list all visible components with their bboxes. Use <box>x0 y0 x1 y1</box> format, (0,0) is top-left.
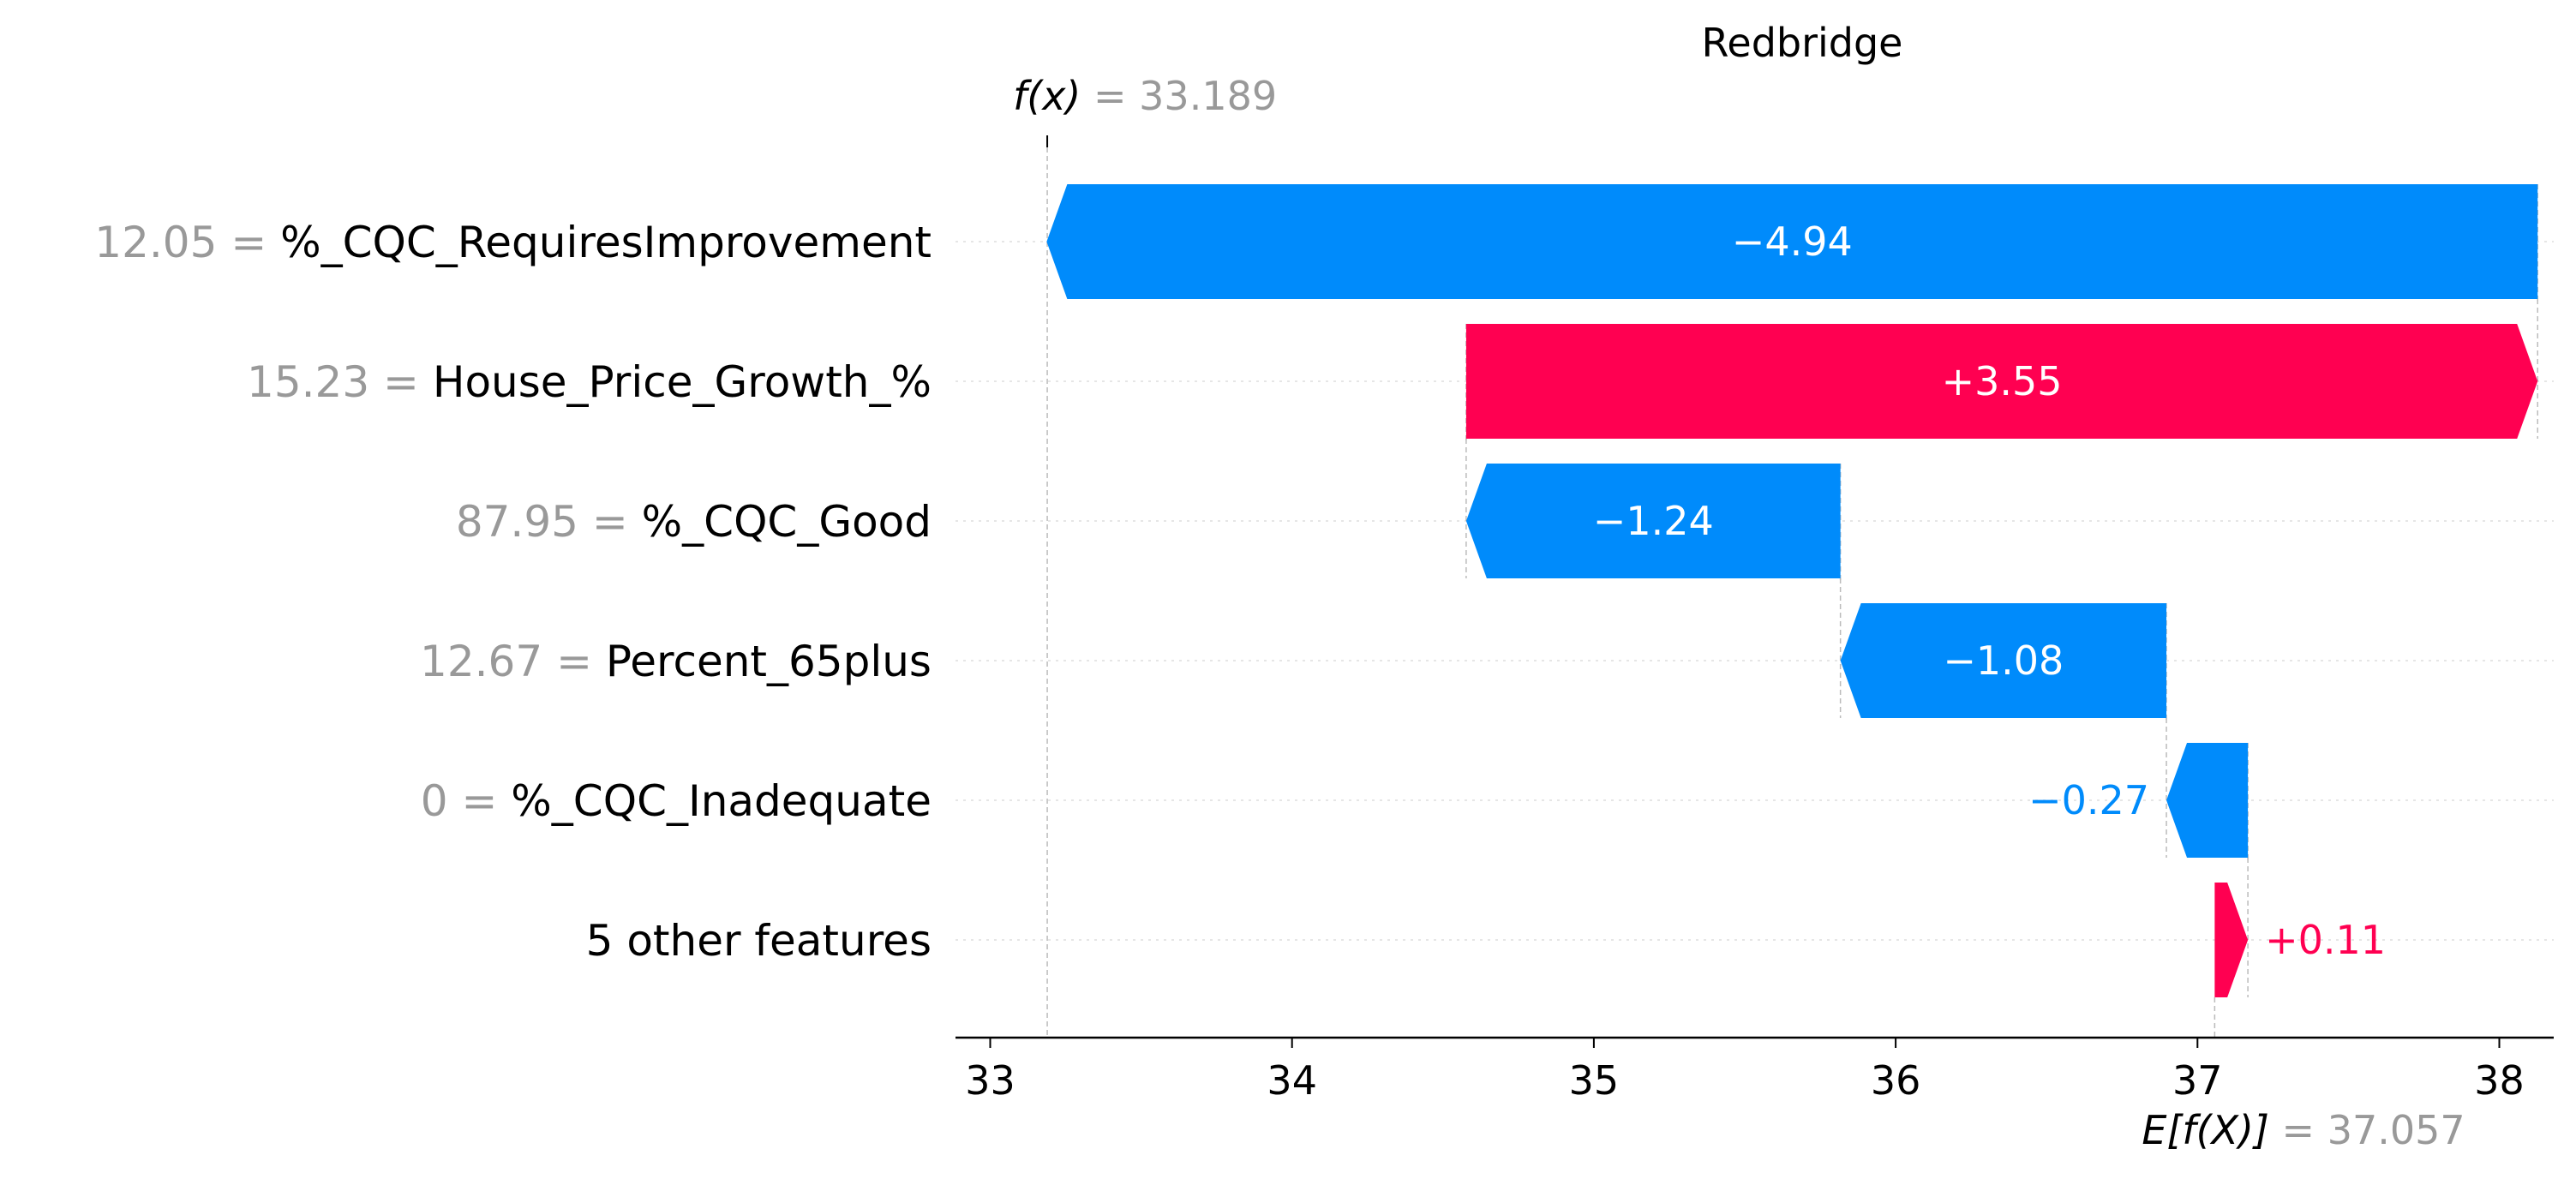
x-tick-label-37: 37 <box>2172 1057 2223 1104</box>
feature-label-2: 87.95 = %_CQC_Good <box>456 497 932 547</box>
expected-value-label: E[f(X)] = 37.057 <box>2142 1107 2465 1153</box>
x-tick-label-38: 38 <box>2474 1057 2525 1104</box>
f-x-label: f(x) = 33.189 <box>1013 73 1277 119</box>
bar-value-label-3: −1.08 <box>1943 637 2064 684</box>
feature-name: %_CQC_Good <box>642 497 932 547</box>
f-x-symbol: f(x) <box>1013 73 1081 119</box>
feature-value: 0 = <box>421 776 512 826</box>
feature-label-0: 12.05 = %_CQC_RequiresImprovement <box>94 218 932 267</box>
feature-name: %_CQC_Inadequate <box>511 776 932 826</box>
bar-4 <box>2166 743 2249 858</box>
x-tick-label-34: 34 <box>1267 1057 1317 1104</box>
bar-1 <box>1465 324 2538 439</box>
x-tick-label-35: 35 <box>1569 1057 1620 1104</box>
bar-value-label-2: −1.24 <box>1593 498 1714 544</box>
expected-value-number: = 37.057 <box>2269 1107 2465 1153</box>
bar-2 <box>1465 464 1841 578</box>
bar-value-label-1: +3.55 <box>1942 358 2063 404</box>
feature-name: %_CQC_RequiresImprovement <box>280 218 932 267</box>
bar-3 <box>1840 603 2167 718</box>
bar-0 <box>1046 184 2538 299</box>
feature-value: 87.95 = <box>456 497 642 547</box>
feature-value: 12.67 = <box>420 637 606 686</box>
feature-value: 15.23 = <box>247 357 433 407</box>
x-tick-label-36: 36 <box>1871 1057 1921 1104</box>
f-x-value: = 33.189 <box>1081 73 1277 119</box>
f-x-annotation: f(x) = 33.189 <box>1013 73 1277 147</box>
feature-value: 12.05 = <box>94 218 280 267</box>
feature-labels: 12.05 = %_CQC_RequiresImprovement 15.23 =… <box>94 218 932 966</box>
feature-label-3: 12.67 = Percent_65plus <box>420 637 932 686</box>
x-axis: 33 34 35 36 37 38 <box>956 1036 2554 1104</box>
feature-name: Percent_65plus <box>606 637 932 686</box>
bar-value-label-4: −0.27 <box>2028 777 2149 823</box>
feature-label-1: 15.23 = House_Price_Growth_% <box>247 357 932 407</box>
chart-title: Redbridge <box>1702 20 1903 66</box>
x-tick-label-33: 33 <box>965 1057 1015 1104</box>
expected-value-symbol: E[f(X)] <box>2142 1107 2269 1153</box>
expected-value-annotation: E[f(X)] = 37.057 <box>2142 1107 2465 1153</box>
feature-label-4: 0 = %_CQC_Inadequate <box>421 776 932 826</box>
feature-name: 5 other features <box>586 916 932 966</box>
bar-value-label-0: −4.94 <box>1732 218 1853 265</box>
bar-5 <box>2214 883 2249 997</box>
feature-label-5: 5 other features <box>586 916 932 966</box>
feature-name: House_Price_Growth_% <box>433 357 932 407</box>
bar-layer: −4.94 +3.55 −1.24 −1.08 −0.27 +0.11 <box>1046 184 2538 997</box>
bar-value-label-5: +0.11 <box>2265 917 2386 963</box>
